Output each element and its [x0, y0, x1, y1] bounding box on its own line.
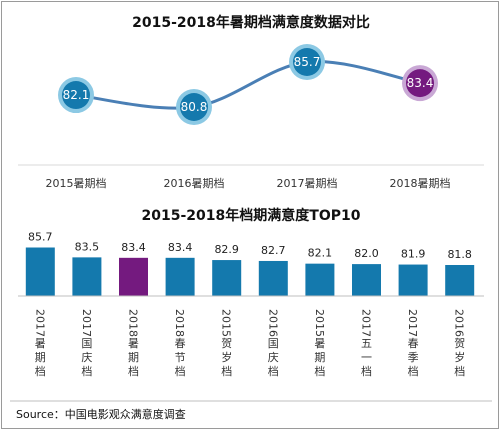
bar-category-label: 春节档	[175, 337, 186, 378]
bar-category-label: 暑期档	[35, 337, 46, 378]
line-series	[75, 60, 421, 110]
bar-category-year: 2016	[266, 309, 279, 337]
bar-category-year: 2017	[360, 309, 373, 337]
bar	[352, 264, 381, 296]
line-chart-title: 2015-2018年暑期档满意度数据对比	[132, 14, 370, 31]
bar-category-year: 2017	[33, 309, 46, 337]
bar	[25, 247, 55, 296]
bar-value-label: 82.9	[214, 243, 239, 256]
bar	[445, 265, 475, 296]
line-point-label: 82.1	[63, 88, 90, 102]
bar	[305, 263, 335, 296]
bar-category-year: 2018	[173, 309, 186, 337]
bar-category-label: 暑期档	[314, 337, 325, 378]
bar	[398, 264, 428, 296]
line-point	[293, 48, 321, 76]
bar-category-label: 暑期档	[128, 337, 139, 378]
source-note: Source：中国电影观众满意度调查	[16, 407, 186, 421]
bar-value-label: 83.4	[168, 241, 193, 254]
bar-value-label: 81.9	[401, 248, 426, 261]
bar-value-label: 82.0	[354, 247, 379, 260]
bar-value-label: 85.7	[28, 231, 53, 244]
bar-value-label: 81.8	[447, 248, 472, 261]
line-category-label: 2015暑期档	[46, 176, 107, 190]
bar-category-label: 国庆档	[268, 337, 279, 378]
bar-category-year: 2017	[406, 309, 419, 337]
bar-category-label: 贺岁档	[454, 337, 465, 378]
line-category-label: 2016暑期档	[164, 176, 225, 190]
bar	[119, 257, 148, 296]
line-chart: 2015-2018年暑期档满意度数据对比 82.1 80.8 85.7 83.4 20…	[18, 14, 484, 190]
bar-category-label: 贺岁档	[221, 337, 232, 378]
bar	[165, 257, 195, 296]
line-category-label: 2017暑期档	[277, 176, 338, 190]
line-point-label: 85.7	[294, 55, 321, 69]
bar-value-label: 83.5	[75, 240, 100, 253]
line-point-label: 83.4	[407, 76, 434, 90]
bar-category-label: 五一档	[361, 337, 372, 378]
line-category-label: 2018暑期档	[390, 176, 451, 190]
bar-category-year: 2016	[453, 309, 466, 337]
line-point	[62, 81, 90, 110]
bar-category-year: 2015	[220, 309, 233, 337]
bar-chart-title: 2015-2018年档期满意度TOP10	[142, 207, 361, 224]
bar-category-label: 春季档	[408, 337, 419, 378]
bar	[72, 257, 102, 296]
bar-value-label: 83.4	[121, 241, 146, 254]
bar	[212, 260, 242, 296]
bar-value-label: 82.1	[308, 247, 333, 260]
bar-category-year: 2018	[127, 309, 140, 337]
line-point-label: 80.8	[181, 100, 208, 114]
bar-value-label: 82.7	[261, 244, 286, 257]
bar-category-year: 2017	[80, 309, 93, 337]
bar-chart: 2015-2018年档期满意度TOP10 85.7 83.5 83.4 83.4 82.…	[18, 207, 484, 378]
line-point	[180, 93, 208, 121]
bar-category-year: 2015	[313, 309, 326, 337]
line-point	[406, 69, 434, 98]
bar-category-label: 国庆档	[81, 337, 92, 378]
bar	[258, 260, 288, 296]
